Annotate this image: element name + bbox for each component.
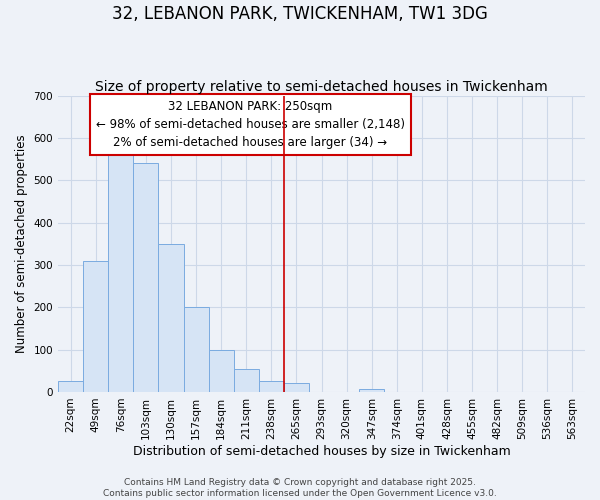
Title: Size of property relative to semi-detached houses in Twickenham: Size of property relative to semi-detach…: [95, 80, 548, 94]
Bar: [158, 244, 184, 392]
Text: Contains HM Land Registry data © Crown copyright and database right 2025.
Contai: Contains HM Land Registry data © Crown c…: [103, 478, 497, 498]
Bar: [233, 368, 259, 392]
Text: 32 LEBANON PARK: 250sqm
← 98% of semi-detached houses are smaller (2,148)
2% of : 32 LEBANON PARK: 250sqm ← 98% of semi-de…: [96, 100, 405, 149]
Bar: [359, 388, 384, 392]
Text: 32, LEBANON PARK, TWICKENHAM, TW1 3DG: 32, LEBANON PARK, TWICKENHAM, TW1 3DG: [112, 5, 488, 23]
Bar: [284, 384, 309, 392]
Bar: [58, 382, 83, 392]
Bar: [108, 150, 133, 392]
Bar: [83, 260, 108, 392]
Bar: [209, 350, 233, 392]
Bar: [184, 308, 209, 392]
Bar: [259, 382, 284, 392]
Bar: [133, 164, 158, 392]
X-axis label: Distribution of semi-detached houses by size in Twickenham: Distribution of semi-detached houses by …: [133, 444, 511, 458]
Y-axis label: Number of semi-detached properties: Number of semi-detached properties: [15, 134, 28, 353]
